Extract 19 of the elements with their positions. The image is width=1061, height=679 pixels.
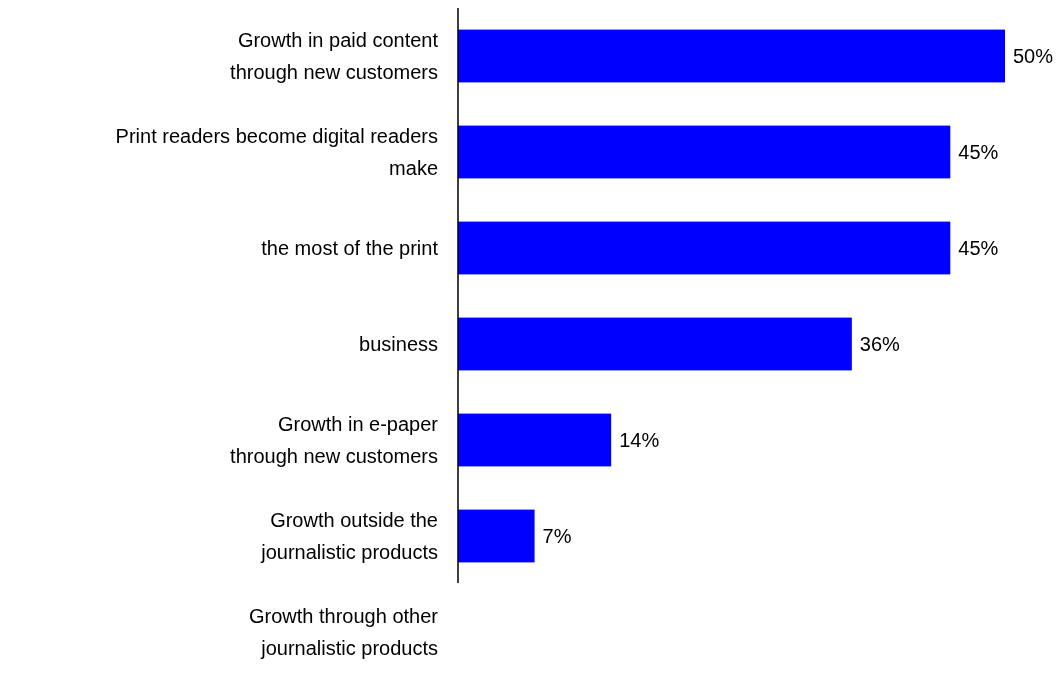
bar [458,509,535,563]
y-tick-label: business [359,333,438,355]
y-tick-label: Growth in paid content through new customers [230,29,439,83]
data-label: 45% [958,141,999,163]
data-label: 14% [619,429,660,451]
y-tick-label: Growth in e-paper through new customers [230,413,439,467]
y-tick-label: Growth outside the journalistic products [260,509,438,563]
bar [458,317,852,371]
data-label: 50% [1013,45,1054,67]
data-label: 7% [542,525,572,547]
y-tick-label: Growth through other journalistic products [249,605,439,659]
bar [458,413,612,467]
data-label: 45% [958,237,999,259]
bar [458,29,1005,83]
bar [458,221,951,275]
bar [458,125,951,179]
y-tick-label: the most of the print [261,237,439,259]
data-label: 36% [859,333,901,355]
y-tick-label: Print readers become digital readers make [115,125,438,179]
